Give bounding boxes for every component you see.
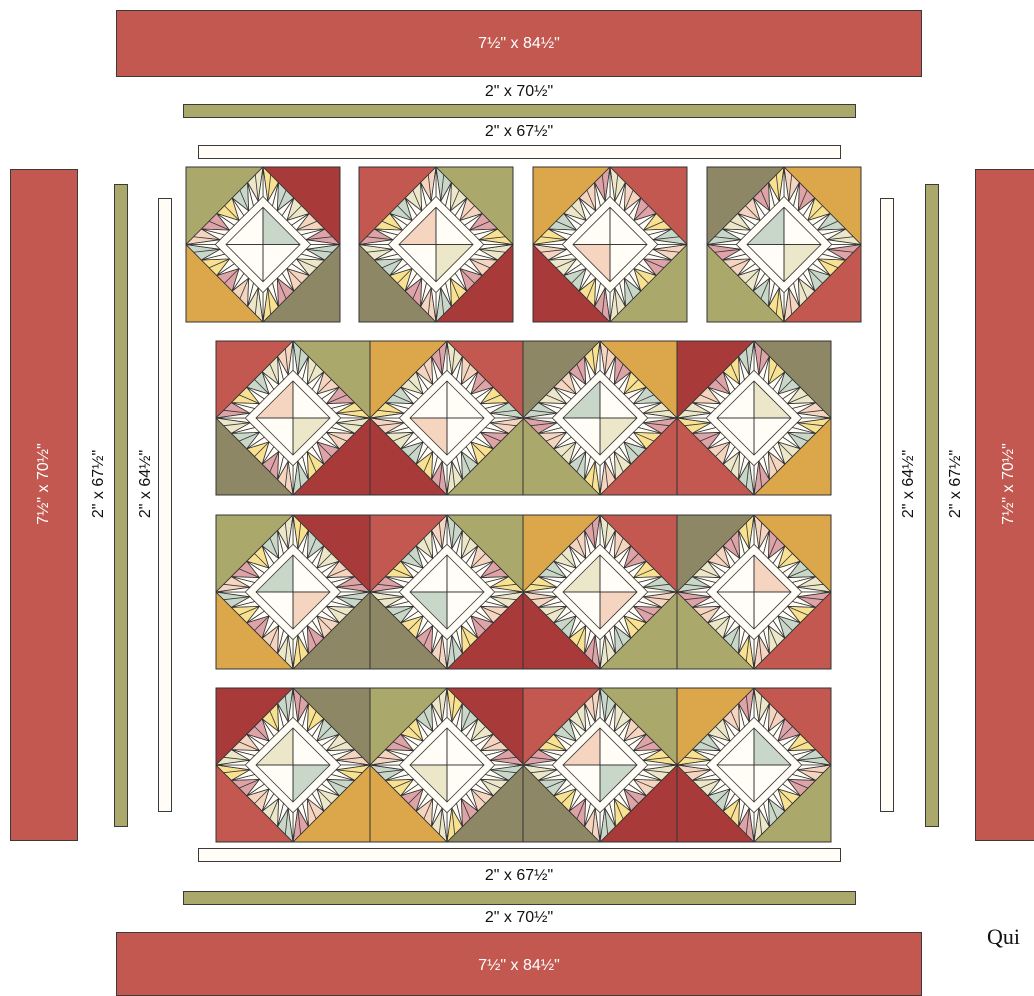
quilt-block-r3-c2 xyxy=(369,687,525,843)
quilt-block-r3-c4 xyxy=(676,687,832,843)
outer-bottom-border-label: 7½" x 84½" xyxy=(478,957,560,974)
quilt-block-r2-c2 xyxy=(369,514,525,670)
outer-left-border xyxy=(10,169,78,841)
footer-text: Qui xyxy=(987,924,1020,949)
quilt-block-r2-c4 xyxy=(676,514,832,670)
middle-top-border-label: 2" x 70½" xyxy=(484,83,554,100)
inner-bottom-border-label: 2" x 67½" xyxy=(484,867,554,884)
quilt-block-r1-c2 xyxy=(369,340,525,496)
quilt-block-r3-c3 xyxy=(522,687,678,843)
quilt-block-top-4 xyxy=(706,166,862,323)
quilt-block-r3-c1 xyxy=(215,687,371,843)
outer-right-border xyxy=(975,169,1034,841)
quilt-block-r1-c4 xyxy=(676,340,832,496)
middle-bottom-border xyxy=(183,891,856,905)
middle-left-border xyxy=(114,184,128,827)
middle-bottom-border-label: 2" x 70½" xyxy=(484,909,554,926)
quilt-block-top-3 xyxy=(532,166,688,323)
quilt-block-top-1 xyxy=(185,166,341,323)
quilt-block-r2-c1 xyxy=(215,514,371,670)
inner-left-border xyxy=(158,198,172,812)
outer-top-border-label: 7½" x 84½" xyxy=(478,35,560,52)
inner-bottom-border xyxy=(198,848,841,862)
middle-top-border xyxy=(183,104,856,118)
inner-top-border-label: 2" x 67½" xyxy=(484,123,554,140)
quilt-block-r1-c1 xyxy=(215,340,371,496)
outer-bottom-border xyxy=(116,932,922,996)
quilt-block-r1-c3 xyxy=(522,340,678,496)
quilt-block-r2-c3 xyxy=(522,514,678,670)
quilt-block-top-2 xyxy=(358,166,514,323)
outer-top-border xyxy=(116,10,922,77)
inner-right-border xyxy=(880,198,894,812)
inner-top-border xyxy=(198,145,841,159)
middle-right-border xyxy=(925,184,939,827)
